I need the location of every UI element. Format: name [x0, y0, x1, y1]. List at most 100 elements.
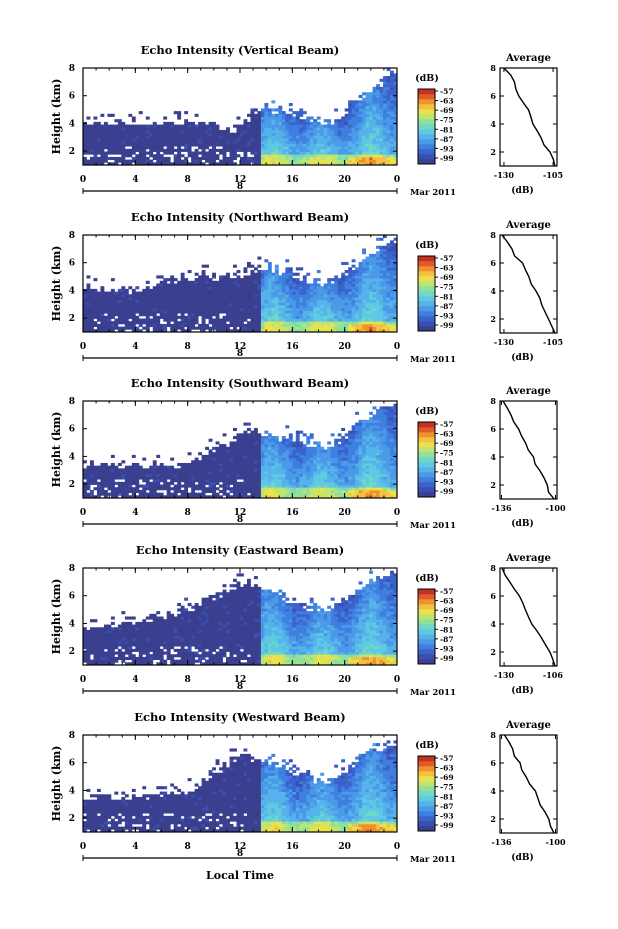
- echo-cell: [351, 278, 356, 282]
- echo-cell: [177, 326, 182, 330]
- echo-cell: [260, 132, 265, 136]
- echo-cell: [267, 436, 272, 440]
- echo-cell: [215, 288, 220, 292]
- echo-cell: [240, 441, 244, 445]
- echo-cell: [264, 275, 269, 279]
- echo-cell: [240, 310, 244, 314]
- echo-cell: [355, 135, 360, 139]
- echo-cell: [177, 286, 182, 290]
- echo-cell: [274, 132, 279, 136]
- echo-cell: [243, 129, 248, 134]
- echo-cell: [145, 473, 150, 477]
- echo-cell: [386, 245, 391, 249]
- echo-cell: [281, 307, 286, 311]
- echo-cell: [348, 286, 353, 290]
- echo-cell: [149, 129, 154, 134]
- echo-cell: [236, 471, 241, 475]
- echo-cell: [260, 154, 265, 158]
- echo-cell: [107, 146, 112, 150]
- echo-cell: [240, 129, 244, 134]
- echo-cell: [288, 132, 293, 136]
- echo-cell: [250, 479, 255, 483]
- echo-cell: [369, 288, 373, 292]
- echo-cell: [386, 116, 391, 120]
- echo-cell: [271, 296, 276, 301]
- echo-cell: [215, 495, 220, 499]
- echo-cell: [208, 471, 213, 475]
- echo-cell: [107, 156, 112, 161]
- echo-cell: [386, 89, 391, 93]
- echo-cell: [260, 296, 265, 301]
- echo-cell: [191, 159, 196, 163]
- echo-cell: [330, 278, 335, 282]
- echo-cell: [163, 484, 168, 488]
- echo-cell: [355, 294, 360, 298]
- echo-cell: [240, 294, 244, 298]
- echo-cell: [292, 127, 297, 131]
- echo-cell: [295, 156, 300, 161]
- echo-cell: [194, 473, 199, 477]
- echo-cell: [156, 481, 161, 485]
- echo-cell: [226, 452, 230, 456]
- echo-cell: [208, 143, 213, 147]
- echo-cell: [379, 162, 384, 166]
- echo-cell: [163, 323, 168, 328]
- echo-cell: [369, 323, 373, 328]
- echo-cell: [212, 283, 216, 287]
- echo-cell: [358, 119, 363, 123]
- echo-cell: [107, 484, 112, 488]
- echo-cell: [271, 489, 276, 494]
- echo-cell: [222, 481, 227, 485]
- echo-cell: [316, 132, 321, 136]
- echo-cell: [365, 259, 370, 263]
- echo-cell: [114, 127, 119, 131]
- echo-cell: [348, 315, 353, 319]
- echo-cell: [229, 148, 234, 152]
- y-tick-label: 6: [69, 259, 75, 269]
- echo-cell: [212, 479, 216, 483]
- echo-cell: [302, 313, 307, 317]
- echo-cell: [107, 305, 112, 309]
- echo-cell: [390, 119, 394, 123]
- echo-cell: [114, 326, 119, 330]
- echo-cell: [215, 468, 220, 472]
- echo-cell: [222, 444, 227, 448]
- echo-cell: [320, 452, 325, 456]
- echo-cell: [278, 294, 283, 298]
- echo-cell: [128, 479, 133, 483]
- echo-cell: [243, 291, 248, 295]
- echo-cell: [295, 449, 300, 453]
- echo-cell: [93, 148, 98, 152]
- echo-cell: [229, 321, 234, 325]
- echo-cell: [320, 481, 325, 485]
- echo-cell: [320, 329, 325, 333]
- echo-cell: [86, 143, 91, 147]
- echo-cell: [341, 116, 346, 120]
- echo-cell: [93, 121, 98, 125]
- echo-cell: [233, 296, 237, 301]
- echo-cell: [257, 299, 262, 303]
- echo-cell: [222, 305, 227, 309]
- echo-cell: [170, 307, 175, 311]
- echo-cell: [257, 288, 262, 292]
- echo-cell: [355, 299, 360, 303]
- echo-cell: [124, 487, 129, 491]
- echo-cell: [271, 108, 276, 112]
- echo-cell: [142, 457, 147, 461]
- echo-cell: [348, 296, 353, 301]
- echo-cell: [358, 323, 363, 328]
- echo-cell: [271, 288, 276, 292]
- echo-cell: [117, 305, 122, 309]
- echo-cell: [313, 315, 318, 319]
- echo-cell: [264, 323, 269, 328]
- echo-cell: [369, 307, 373, 311]
- echo-cell: [138, 154, 143, 158]
- echo-cell: [390, 143, 394, 147]
- echo-cell: [180, 326, 185, 330]
- echo-cell: [334, 156, 339, 161]
- echo-cell: [369, 326, 373, 330]
- echo-cell: [278, 465, 283, 469]
- echo-cell: [194, 299, 199, 303]
- echo-cell: [271, 100, 276, 104]
- echo-cell: [170, 286, 175, 290]
